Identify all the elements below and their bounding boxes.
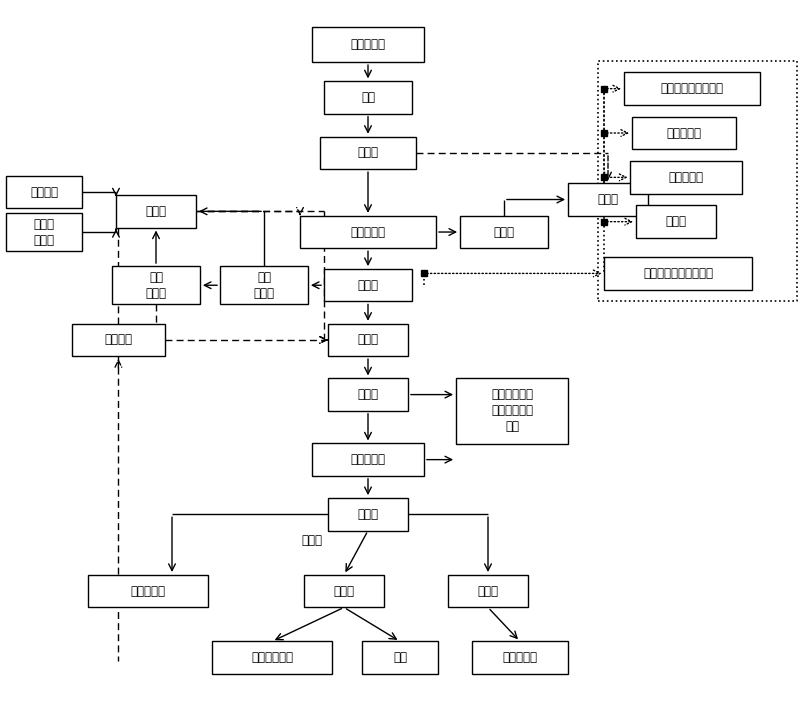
- FancyBboxPatch shape: [312, 27, 424, 62]
- FancyBboxPatch shape: [220, 266, 308, 305]
- Text: 液体肥: 液体肥: [666, 216, 686, 228]
- Text: 垃圾、污泥: 垃圾、污泥: [350, 38, 386, 51]
- FancyBboxPatch shape: [88, 575, 208, 607]
- FancyBboxPatch shape: [632, 117, 736, 150]
- FancyBboxPatch shape: [472, 642, 568, 674]
- FancyBboxPatch shape: [324, 269, 412, 301]
- Text: 闪蒸器: 闪蒸器: [358, 279, 378, 292]
- Text: 灰渣冷却水: 灰渣冷却水: [666, 126, 702, 140]
- FancyBboxPatch shape: [320, 137, 416, 169]
- Text: 热解反应器: 热解反应器: [350, 225, 386, 239]
- FancyBboxPatch shape: [112, 266, 200, 305]
- Text: 蒸气
贮存器: 蒸气 贮存器: [146, 271, 166, 300]
- Text: 制肥造粒水: 制肥造粒水: [669, 171, 704, 184]
- FancyBboxPatch shape: [624, 72, 760, 105]
- Text: 过磅: 过磅: [361, 91, 375, 104]
- Text: 辅助锅炉: 辅助锅炉: [30, 185, 58, 199]
- FancyBboxPatch shape: [304, 575, 384, 607]
- Text: 焚烧或热解: 焚烧或热解: [130, 585, 166, 597]
- Text: 磁分机: 磁分机: [358, 388, 378, 401]
- FancyBboxPatch shape: [6, 176, 82, 208]
- FancyBboxPatch shape: [72, 324, 165, 356]
- Text: 蒸发器: 蒸发器: [598, 193, 618, 206]
- Text: 粉碎机: 粉碎机: [334, 585, 354, 597]
- FancyBboxPatch shape: [212, 642, 332, 674]
- Text: 太阳能
集热器: 太阳能 集热器: [34, 218, 54, 246]
- FancyBboxPatch shape: [568, 183, 648, 216]
- FancyBboxPatch shape: [362, 642, 438, 674]
- FancyBboxPatch shape: [328, 498, 408, 531]
- FancyBboxPatch shape: [630, 161, 742, 194]
- Text: 垃圾衍生燃料: 垃圾衍生燃料: [251, 651, 293, 664]
- FancyBboxPatch shape: [448, 575, 528, 607]
- Text: 建材: 建材: [393, 651, 407, 664]
- FancyBboxPatch shape: [324, 81, 412, 114]
- Text: 热解液: 热解液: [494, 225, 514, 239]
- Text: 肥料或饲料: 肥料或饲料: [502, 651, 538, 664]
- Text: 大孔筛: 大孔筛: [358, 147, 378, 159]
- FancyBboxPatch shape: [460, 216, 548, 249]
- FancyBboxPatch shape: [116, 195, 196, 227]
- FancyBboxPatch shape: [312, 444, 424, 476]
- Text: 处理后循环利用或排放: 处理后循环利用或排放: [643, 267, 714, 280]
- Text: 金属分离机: 金属分离机: [350, 453, 386, 466]
- Text: 筛上物: 筛上物: [302, 534, 322, 548]
- FancyBboxPatch shape: [456, 378, 568, 444]
- FancyBboxPatch shape: [328, 324, 408, 356]
- Text: 水蒸气: 水蒸气: [146, 205, 166, 218]
- FancyBboxPatch shape: [636, 206, 716, 238]
- Text: 水气
分离器: 水气 分离器: [254, 271, 274, 300]
- Text: 中孔筛: 中孔筛: [358, 508, 378, 521]
- FancyBboxPatch shape: [328, 378, 408, 411]
- FancyBboxPatch shape: [300, 216, 436, 249]
- Text: 干燥机: 干燥机: [358, 333, 378, 346]
- Text: 粉碎机: 粉碎机: [478, 585, 498, 597]
- Text: 锅炉余热: 锅炉余热: [104, 333, 132, 346]
- Text: 喷入焚烧炉、热解炉: 喷入焚烧炉、热解炉: [661, 82, 723, 95]
- FancyBboxPatch shape: [605, 257, 752, 290]
- Text: 铁、铜、铝、
锌、不锈钢、
电池: 铁、铜、铝、 锌、不锈钢、 电池: [491, 388, 533, 433]
- FancyBboxPatch shape: [6, 213, 82, 251]
